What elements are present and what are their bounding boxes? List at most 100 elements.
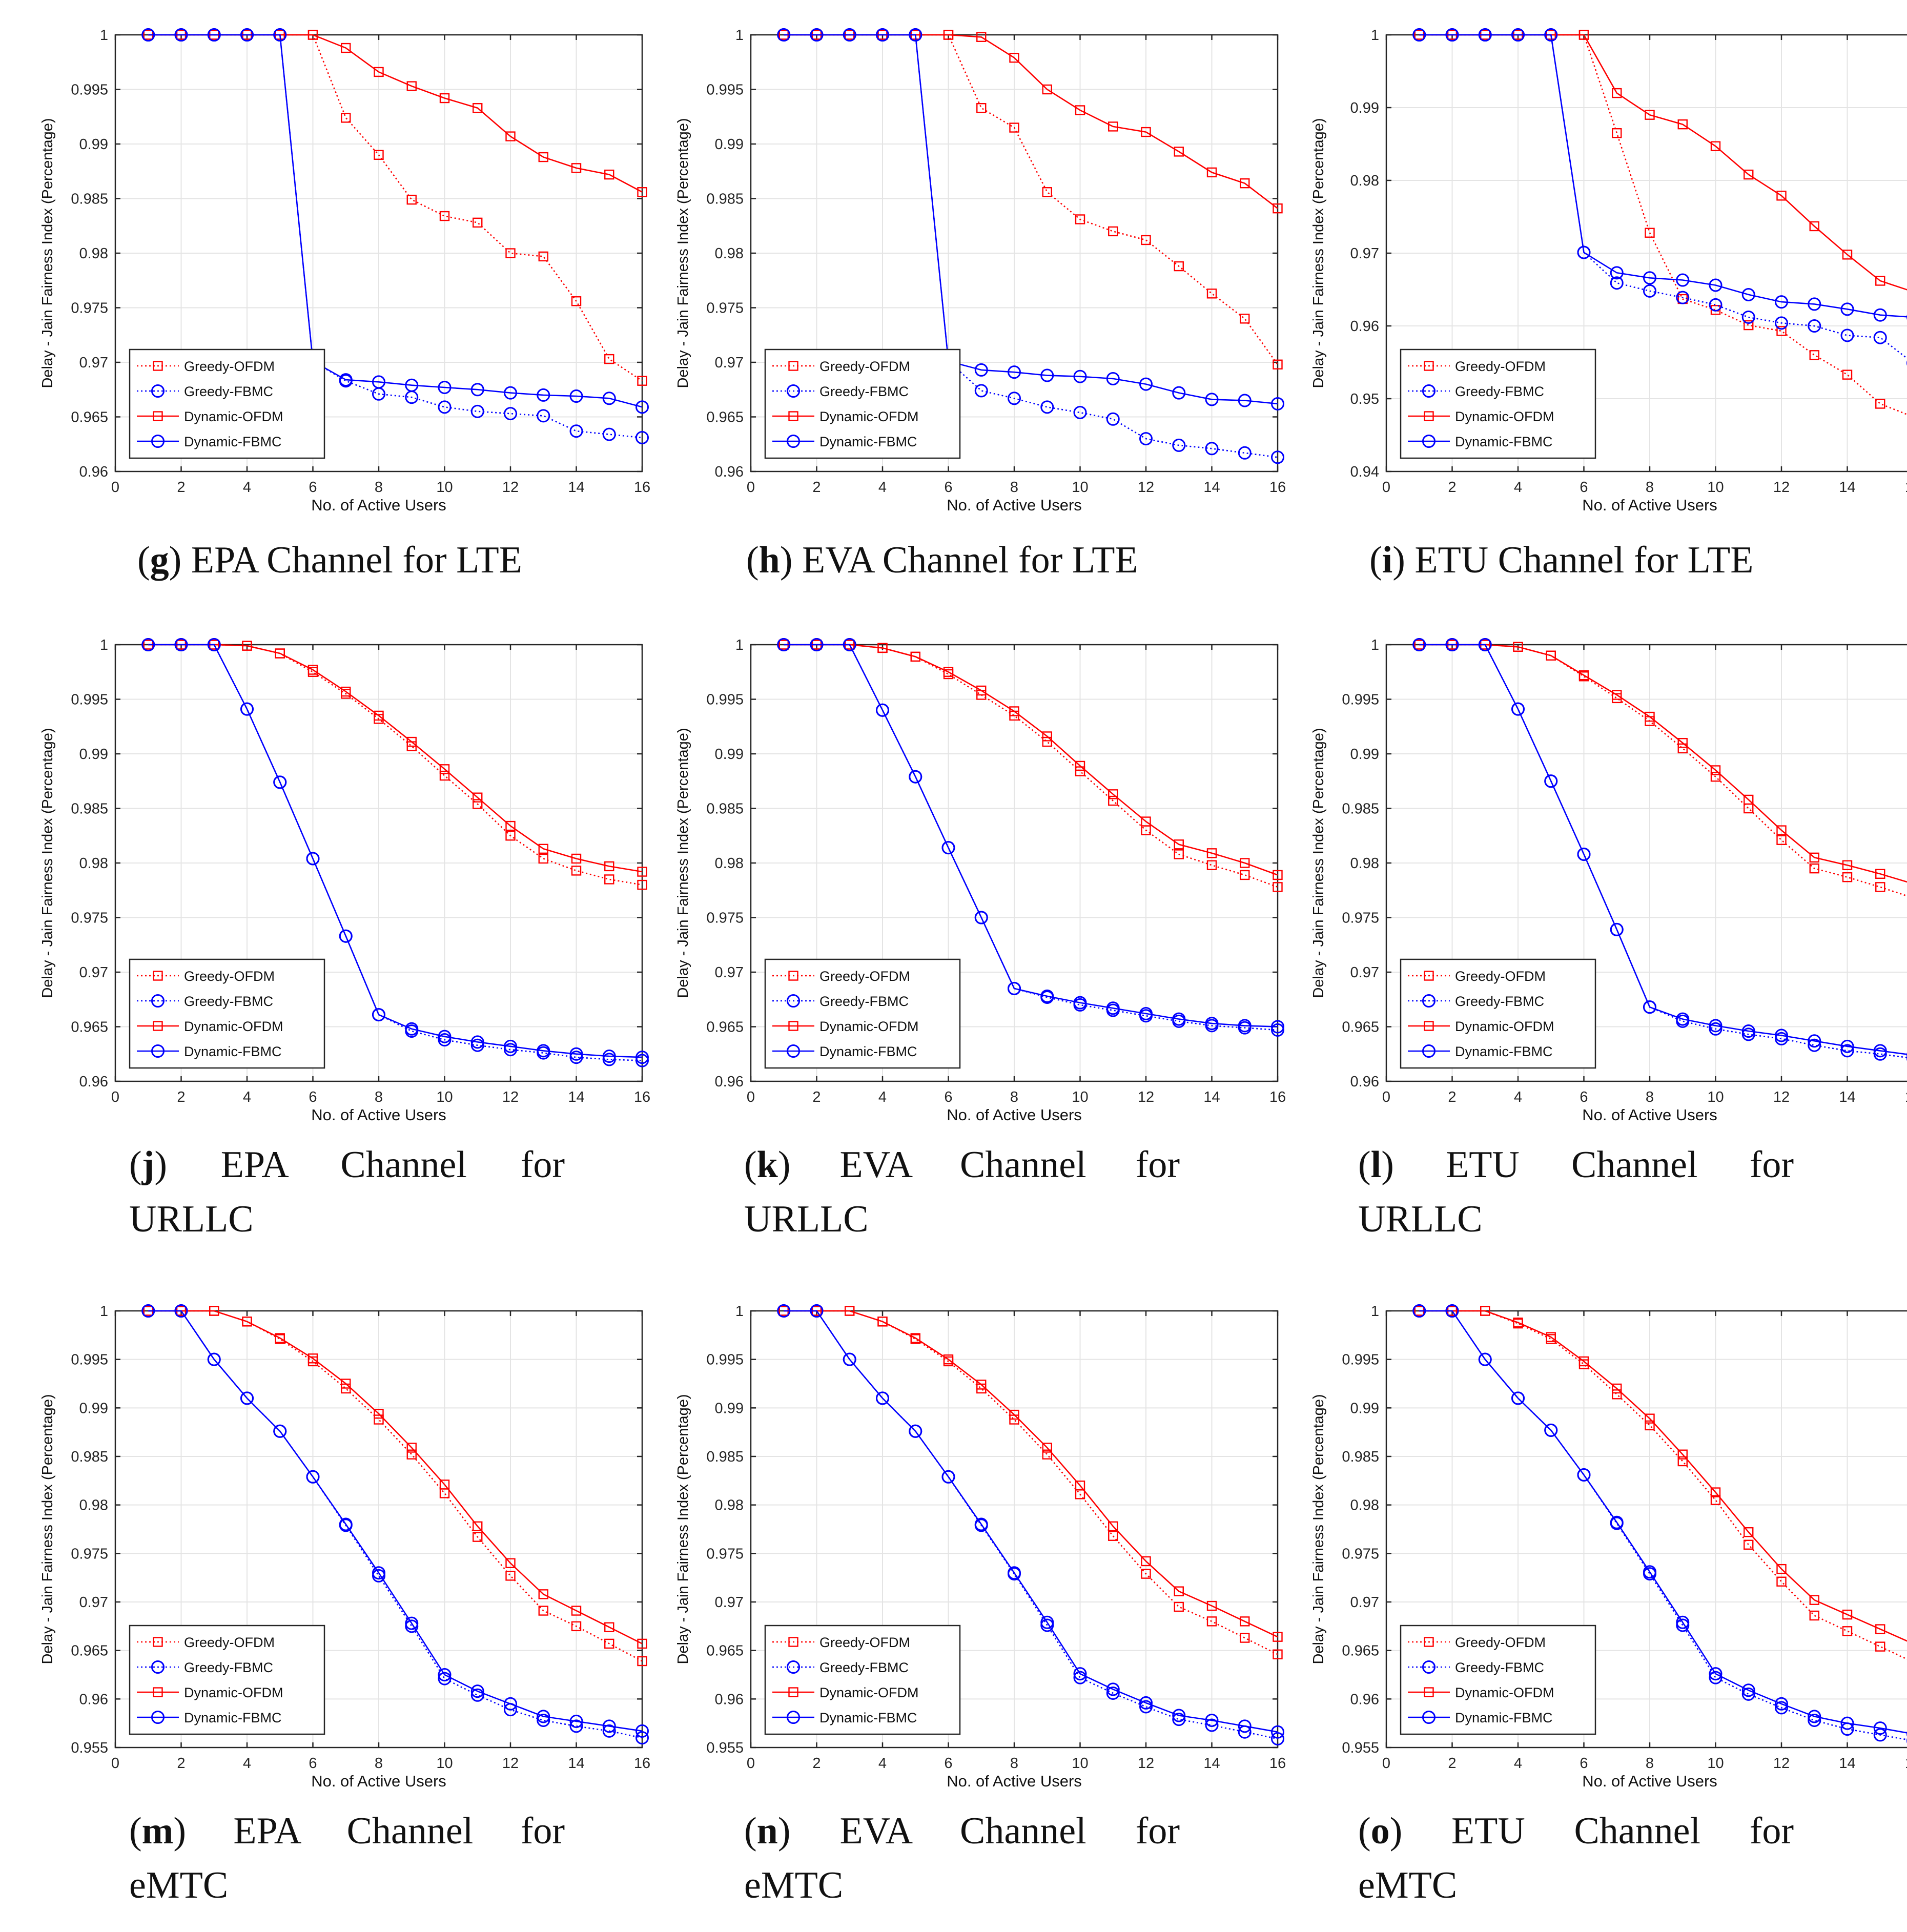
data-point-dynamic-fbmc [1544,28,1558,42]
legend-label-greedy-ofdm: Greedy-OFDM [184,359,275,374]
data-point-greedy-fbmc [1741,1687,1755,1701]
data-point-greedy-fbmc [1073,1671,1087,1684]
x-tick-label: 2 [1448,1089,1456,1105]
data-point-dynamic-fbmc [1808,297,1821,311]
data-point-dynamic-ofdm [439,1479,450,1490]
x-tick-label: 16 [634,1755,650,1772]
data-point-greedy-ofdm [473,1532,483,1542]
x-tick-label: 2 [1448,479,1456,496]
x-axis-label: No. of Active Users [311,1106,446,1124]
data-point-dynamic-fbmc [569,1047,583,1061]
data-point-dynamic-ofdm [1108,121,1118,132]
data-point-dynamic-fbmc [1643,271,1656,285]
x-tick-label: 2 [177,479,185,496]
series-line-greedy-fbmc [148,1310,643,1739]
data-point-dynamic-fbmc [1139,1696,1153,1710]
data-point-dynamic-fbmc [1676,1615,1690,1629]
data-point-greedy-ofdm [505,248,516,258]
y-tick-label: 0.985 [706,191,744,208]
x-tick-label: 12 [502,479,519,496]
y-tick-label: 0.99 [715,746,744,763]
series-line-dynamic-fbmc [1419,34,1907,318]
x-tick-label: 2 [812,1755,821,1772]
x-axis-label: No. of Active Users [1582,1106,1717,1124]
data-point-greedy-fbmc [1106,412,1120,426]
data-point-dynamic-fbmc [1445,28,1459,42]
y-tick-label: 0.985 [71,191,108,208]
data-point-dynamic-fbmc [876,1391,889,1405]
x-tick-label: 12 [1773,1755,1790,1772]
data-point-dynamic-fbmc [974,363,988,377]
data-point-dynamic-fbmc [1205,1713,1219,1727]
data-point-greedy-ofdm [1273,1649,1283,1659]
x-tick-label: 6 [944,479,952,496]
data-point-dynamic-ofdm [1009,53,1019,63]
data-point-dynamic-ofdm [1710,1487,1721,1497]
data-point-greedy-fbmc [1840,328,1854,342]
data-point-dynamic-fbmc [438,1668,452,1681]
data-point-greedy-ofdm [538,251,548,262]
data-point-dynamic-fbmc [174,638,188,651]
data-point-dynamic-ofdm [538,1589,548,1599]
y-tick-label: 0.99 [715,1400,744,1416]
x-tick-label: 12 [502,1755,519,1772]
legend-marker-greedy-ofdm [1424,1637,1434,1647]
data-point-greedy-fbmc [1808,319,1821,333]
y-tick-label: 1 [735,637,744,653]
data-point-dynamic-fbmc [438,1030,452,1043]
chart-m: 0 2 4 6 8 10 12 14 16 0.955 0.96 0.965 0.97 0.975 0.98… [39,1303,650,1790]
y-tick-label: 0.96 [79,1691,108,1708]
data-point-dynamic-fbmc [438,380,452,394]
y-tick-label: 1 [1371,27,1379,44]
caption-i: (i) ETU Channel for LTE [1369,539,1754,581]
data-point-greedy-ofdm [571,866,582,876]
legend-label-dynamic-ofdm: Dynamic-OFDM [819,1019,919,1034]
x-tick-label: 4 [878,1089,887,1105]
y-tick-label: 0.97 [79,1594,108,1611]
data-point-dynamic-fbmc [1511,702,1525,716]
data-point-dynamic-fbmc [1577,847,1591,861]
x-tick-label: 0 [111,479,119,496]
data-point-dynamic-fbmc [1643,1000,1656,1014]
data-point-dynamic-ofdm [571,163,582,173]
legend-label-dynamic-ofdm: Dynamic-OFDM [184,1685,283,1700]
legend-label-dynamic-fbmc: Dynamic-FBMC [1455,1044,1553,1059]
data-point-greedy-ofdm [1776,835,1787,845]
data-point-dynamic-fbmc [141,28,155,42]
legend-marker-greedy-fbmc [787,994,800,1008]
data-point-dynamic-fbmc [207,28,221,42]
data-point-dynamic-ofdm [1875,1624,1885,1634]
series-line-dynamic-fbmc [148,34,643,408]
data-point-greedy-ofdm [1240,870,1250,880]
caption-m: (m) EPA Channel for eMTC [129,1804,565,1913]
data-point-dynamic-fbmc [1106,1682,1120,1696]
y-tick-label: 0.955 [71,1740,108,1756]
legend-label-greedy-fbmc: Greedy-FBMC [819,384,909,399]
data-point-dynamic-ofdm [1612,88,1622,98]
data-point-dynamic-fbmc [1008,1566,1021,1580]
data-point-greedy-ofdm [1174,849,1184,859]
data-point-dynamic-ofdm [976,32,987,42]
data-point-dynamic-ofdm [242,641,252,651]
data-point-dynamic-fbmc [1610,1515,1624,1529]
legend-marker-greedy-fbmc [151,384,165,398]
data-point-greedy-ofdm [473,217,483,228]
data-point-dynamic-fbmc [1172,386,1186,400]
data-point-dynamic-fbmc [1238,394,1252,407]
x-tick-label: 14 [1203,1755,1220,1772]
data-point-greedy-ofdm [637,376,647,386]
data-point-dynamic-ofdm [505,820,516,831]
data-point-greedy-ofdm [1776,1576,1787,1587]
x-tick-label: 0 [111,1089,119,1105]
data-point-dynamic-fbmc [909,28,922,42]
data-point-dynamic-fbmc [273,28,287,42]
data-point-dynamic-ofdm [1206,848,1217,858]
y-axis-label: Delay - Jain Fairness Index (Percentage) [675,1394,691,1664]
data-point-dynamic-fbmc [1873,308,1887,322]
data-point-dynamic-fbmc [1741,1683,1755,1697]
data-point-greedy-ofdm [406,194,417,205]
x-tick-label: 0 [1382,1755,1390,1772]
data-point-greedy-fbmc [1775,316,1788,330]
data-point-greedy-ofdm [1710,772,1721,782]
y-tick-label: 0.97 [1350,964,1379,981]
